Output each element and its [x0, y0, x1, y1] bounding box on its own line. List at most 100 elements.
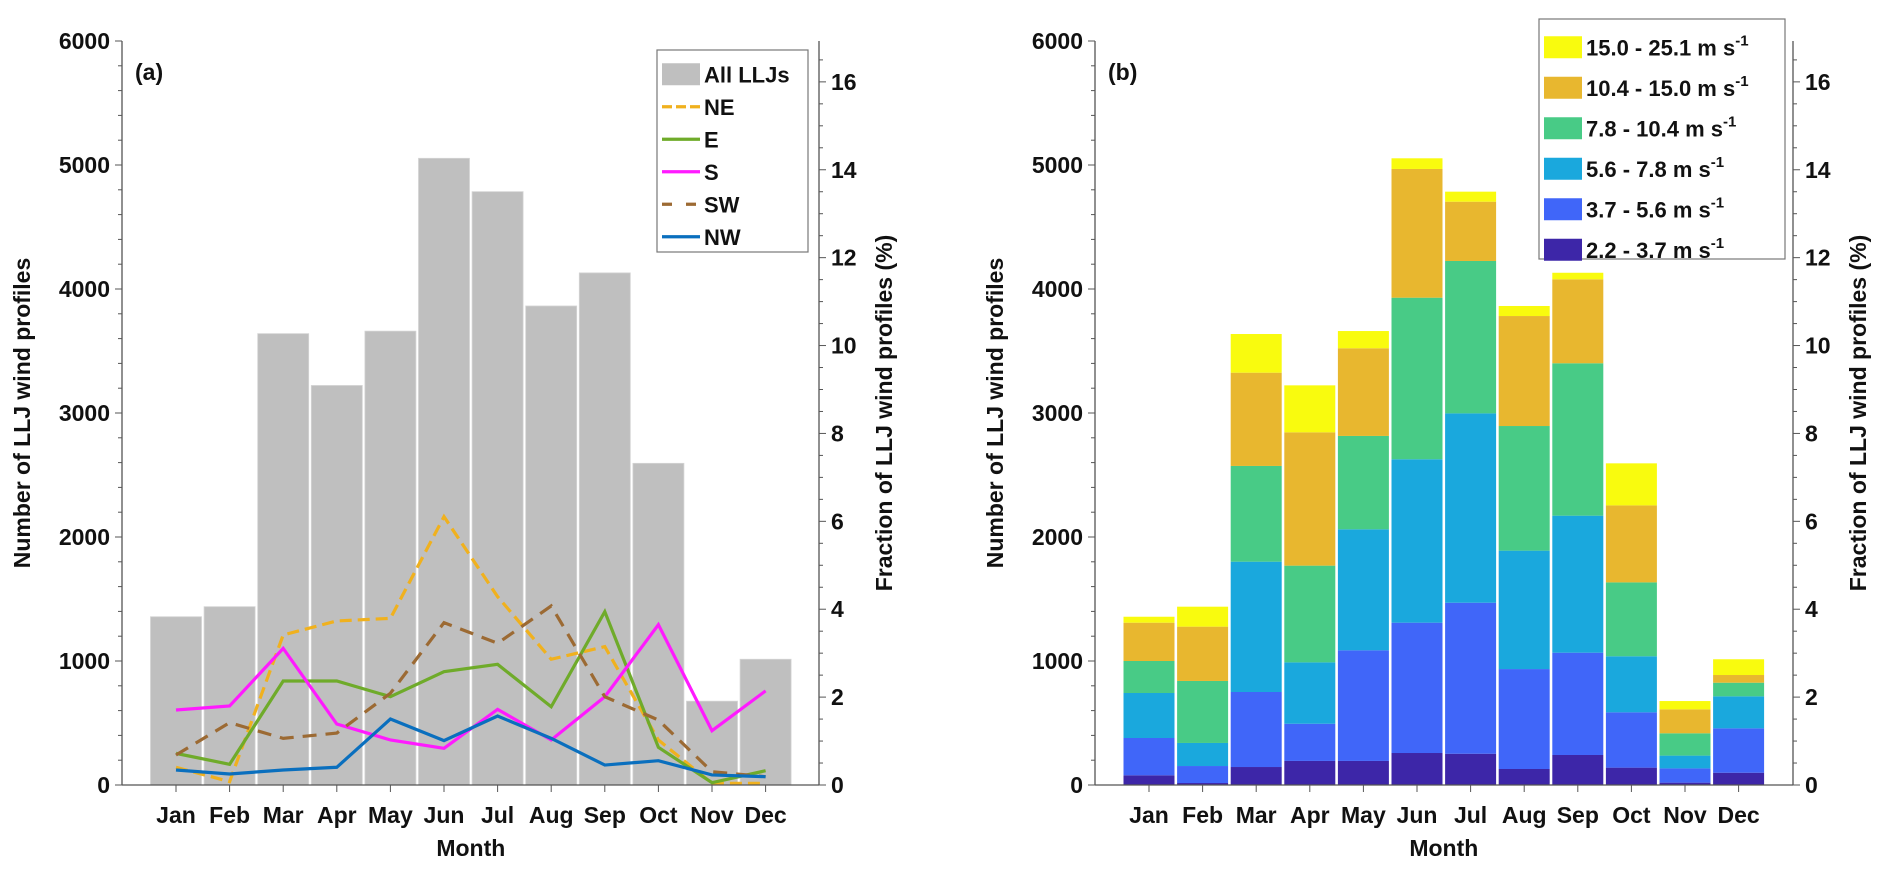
bar-segment-sep-3	[1552, 363, 1604, 516]
y-axis-label: Number of LLJ wind profiles	[9, 258, 35, 569]
bar-segment-dec-4	[1713, 675, 1765, 683]
x-tick-label: Jul	[1454, 802, 1487, 828]
legend-label: 3.7 - 5.6 m s-1	[1586, 194, 1724, 222]
bar-segment-feb-5	[1177, 606, 1229, 627]
bar-segment-sep-1	[1552, 652, 1604, 755]
bar-segment-may-0	[1337, 760, 1389, 785]
bar-segment-dec-1	[1713, 728, 1765, 773]
bar-jan	[150, 616, 202, 786]
bar-segment-jun-4	[1391, 168, 1443, 298]
bar-segment-jan-0	[1123, 775, 1175, 785]
bar-segment-nov-4	[1659, 709, 1711, 734]
bar-segment-jun-1	[1391, 622, 1443, 754]
legend-superscript: -1	[1711, 235, 1724, 252]
bar-segment-oct-0	[1605, 767, 1657, 785]
y-right-tick-label: 4	[1805, 596, 1818, 622]
bar-segment-jun-3	[1391, 297, 1443, 460]
legend-label: 2.2 - 3.7 m s-1	[1586, 235, 1724, 263]
y-tick-label: 3000	[1032, 400, 1083, 426]
x-tick-label: May	[368, 802, 413, 828]
bar-segment-feb-4	[1177, 626, 1229, 681]
legend-label: E	[704, 127, 719, 152]
bar-segment-aug-0	[1498, 769, 1550, 785]
bar-segment-jul-2	[1445, 413, 1497, 603]
legend-swatch	[1544, 36, 1582, 59]
bar-segment-dec-5	[1713, 659, 1765, 676]
y-tick-label: 0	[1070, 772, 1083, 798]
legend-swatch	[1544, 238, 1582, 261]
legend-label: NE	[704, 95, 735, 120]
bar-segment-apr-2	[1284, 662, 1336, 724]
y-right-tick-label: 6	[1805, 508, 1818, 534]
bar-segment-nov-0	[1659, 782, 1711, 785]
y-right-tick-label: 6	[831, 508, 844, 534]
y-axis-label: Number of LLJ wind profiles	[982, 258, 1008, 569]
bar-segment-apr-4	[1284, 432, 1336, 566]
x-tick-label: Mar	[1236, 802, 1277, 828]
y-tick-label: 2000	[1032, 524, 1083, 550]
y-tick-label: 4000	[1032, 276, 1083, 302]
y-tick-label: 1000	[1032, 648, 1083, 674]
y-tick-label: 0	[97, 772, 110, 798]
bar-segment-nov-2	[1659, 755, 1711, 769]
panel-b: 0 1000 2000 3000 4000 5000 6000 0 2 4 6 8 10 12 14 16 Ja…	[982, 18, 1871, 861]
bar-segment-nov-3	[1659, 733, 1711, 756]
y-right-tick-label: 10	[1805, 333, 1831, 359]
y-right-tick-label: 2	[831, 684, 844, 710]
bar-segment-oct-3	[1605, 582, 1657, 657]
bar-segment-jul-1	[1445, 602, 1497, 754]
legend-superscript: -1	[1723, 113, 1736, 130]
legend-label: SW	[704, 192, 740, 217]
bar-segment-aug-5	[1498, 305, 1550, 317]
x-tick-label: Aug	[529, 802, 574, 828]
bar-segment-may-2	[1337, 529, 1389, 651]
bar-segment-jul-5	[1445, 191, 1497, 202]
y-tick-label: 5000	[1032, 152, 1083, 178]
x-tick-label: Nov	[1663, 802, 1707, 828]
bar-segment-may-5	[1337, 331, 1389, 349]
legend-superscript: -1	[1711, 194, 1724, 211]
legend-label: 5.6 - 7.8 m s-1	[1586, 154, 1724, 182]
bar-segment-mar-5	[1230, 334, 1282, 373]
panel-label: (a)	[135, 59, 163, 85]
legend-swatch	[662, 63, 700, 86]
legend-label: S	[704, 160, 719, 185]
bar-segment-mar-3	[1230, 465, 1282, 562]
bar-sep	[578, 272, 631, 786]
bar-segment-apr-5	[1284, 385, 1336, 433]
y-right-axis-label: Fraction of LLJ wind profiles (%)	[1845, 235, 1871, 592]
x-tick-label: Jan	[156, 802, 196, 828]
x-tick-label: Nov	[690, 802, 734, 828]
bar-segment-may-3	[1337, 435, 1389, 530]
bar-segment-dec-0	[1713, 772, 1765, 785]
y-right-tick-label: 16	[831, 69, 857, 95]
bar-segment-nov-5	[1659, 701, 1711, 710]
y-tick-label: 6000	[59, 28, 110, 54]
bar-feb	[203, 606, 256, 786]
bar-segment-oct-5	[1605, 463, 1657, 506]
x-tick-label: Feb	[209, 802, 250, 828]
legend-label: NW	[704, 225, 741, 250]
bar-segment-nov-1	[1659, 768, 1711, 783]
y-right-tick-label: 12	[1805, 245, 1831, 271]
bar-jul	[471, 191, 524, 786]
bar-segment-apr-0	[1284, 760, 1336, 785]
y-right-tick-label: 10	[831, 333, 857, 359]
x-axis-label: Month	[436, 835, 505, 861]
bar-may	[364, 330, 417, 786]
bar-segment-apr-3	[1284, 565, 1336, 663]
bar-segment-jul-0	[1445, 753, 1497, 785]
bar-segment-aug-2	[1498, 550, 1550, 670]
bar-segment-jan-5	[1123, 616, 1175, 623]
y-tick-label: 4000	[59, 276, 110, 302]
y-right-tick-label: 0	[1805, 772, 1818, 798]
bar-segment-aug-1	[1498, 669, 1550, 770]
bar-segment-may-4	[1337, 348, 1389, 436]
bar-segment-mar-0	[1230, 767, 1282, 785]
y-right-tick-label: 14	[1805, 157, 1831, 183]
bar-segment-oct-1	[1605, 712, 1657, 768]
line-e	[175, 607, 766, 785]
bar-segment-mar-1	[1230, 692, 1282, 768]
x-tick-label: Jun	[1397, 802, 1438, 828]
